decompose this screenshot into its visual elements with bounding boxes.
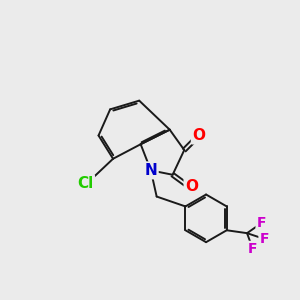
Text: F: F [248,242,258,256]
Text: F: F [260,232,269,246]
Text: F: F [257,216,266,230]
Text: O: O [192,128,205,143]
Text: N: N [145,163,157,178]
Text: O: O [185,179,198,194]
Text: Cl: Cl [77,176,94,191]
